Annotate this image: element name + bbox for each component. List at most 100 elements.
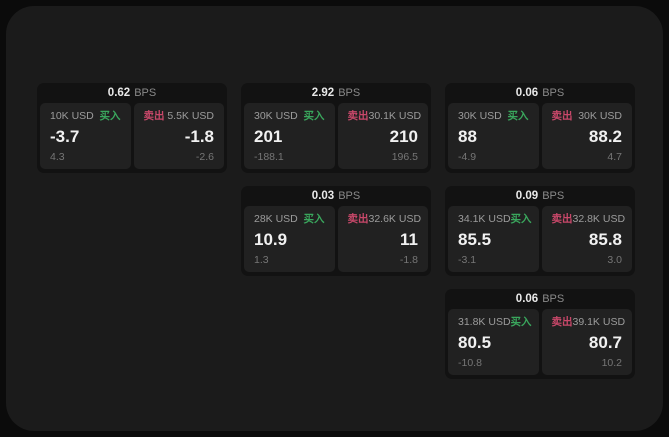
buy-amount: 28K USD bbox=[254, 213, 298, 225]
buy-quote-top: 28K USD 买入 bbox=[254, 213, 325, 225]
buy-sub-value: 1.3 bbox=[254, 254, 269, 266]
sell-sub-value: 4.7 bbox=[607, 151, 622, 163]
card-body: 31.8K USD 买入 80.5 -10.8 卖出 39.1K USD 80.… bbox=[445, 309, 635, 379]
card-header: 0.06 BPS bbox=[445, 83, 635, 103]
buy-side-label: 买入 bbox=[303, 213, 325, 225]
buy-price: 85.5 bbox=[458, 230, 492, 249]
buy-price: 80.5 bbox=[458, 333, 492, 352]
buy-side-label: 买入 bbox=[510, 213, 532, 225]
sell-price: -1.8 bbox=[184, 127, 214, 146]
card-header: 0.62 BPS bbox=[37, 83, 227, 103]
card-header: 0.06 BPS bbox=[445, 289, 635, 309]
sell-sub-value: 10.2 bbox=[601, 357, 622, 369]
sell-side-label: 卖出 bbox=[551, 213, 573, 225]
quote-card: 0.62 BPS 10K USD 买入 -3.7 4.3 卖出 5.5K USD bbox=[37, 83, 227, 173]
sell-sub-value: 3.0 bbox=[607, 254, 622, 266]
buy-quote-top: 34.1K USD 买入 bbox=[458, 213, 532, 225]
sell-quote-panel[interactable]: 卖出 30.1K USD 210 196.5 bbox=[337, 103, 428, 169]
sell-quote-panel[interactable]: 卖出 32.8K USD 85.8 3.0 bbox=[541, 206, 632, 272]
sell-sub-value: -2.6 bbox=[195, 151, 214, 163]
sell-quote-top: 卖出 30.1K USD bbox=[347, 110, 422, 122]
buy-price: 10.9 bbox=[254, 230, 288, 249]
sell-quote-panel[interactable]: 卖出 5.5K USD -1.8 -2.6 bbox=[133, 103, 224, 169]
buy-quote-top: 31.8K USD 买入 bbox=[458, 316, 532, 328]
buy-sub-value: -4.9 bbox=[458, 151, 477, 163]
bps-unit: BPS bbox=[338, 190, 361, 202]
sell-quote-top: 卖出 5.5K USD bbox=[144, 110, 215, 122]
sell-side-label: 卖出 bbox=[551, 110, 573, 122]
quote-card: 0.06 BPS 30K USD 买入 88 -4.9 卖出 30K USD bbox=[445, 83, 635, 173]
card-body: 30K USD 买入 201 -188.1 卖出 30.1K USD 210 1… bbox=[241, 103, 431, 173]
card-header: 0.09 BPS bbox=[445, 186, 635, 206]
quote-card: 0.09 BPS 34.1K USD 买入 85.5 -3.1 卖出 32.8K… bbox=[445, 186, 635, 276]
card-body: 30K USD 买入 88 -4.9 卖出 30K USD 88.2 4.7 bbox=[445, 103, 635, 173]
bps-unit: BPS bbox=[542, 87, 565, 99]
sell-side-label: 卖出 bbox=[143, 110, 165, 122]
buy-side-label: 买入 bbox=[99, 110, 121, 122]
buy-amount: 30K USD bbox=[458, 110, 502, 122]
sell-sub-value: -1.8 bbox=[399, 254, 418, 266]
main-panel: 0.62 BPS 10K USD 买入 -3.7 4.3 卖出 5.5K USD bbox=[6, 6, 663, 431]
buy-amount: 31.8K USD bbox=[458, 316, 511, 328]
quote-card: 0.03 BPS 28K USD 买入 10.9 1.3 卖出 32.6K US… bbox=[241, 186, 431, 276]
buy-amount: 34.1K USD bbox=[458, 213, 511, 225]
sell-quote-top: 卖出 32.6K USD bbox=[347, 213, 422, 225]
buy-quote-panel[interactable]: 34.1K USD 买入 85.5 -3.1 bbox=[448, 206, 539, 272]
sell-amount: 5.5K USD bbox=[167, 110, 214, 122]
buy-side-label: 买入 bbox=[510, 316, 532, 328]
buy-sub-value: 4.3 bbox=[50, 151, 65, 163]
sell-quote-top: 卖出 30K USD bbox=[552, 110, 623, 122]
sell-amount: 30.1K USD bbox=[368, 110, 422, 122]
sell-side-label: 卖出 bbox=[551, 316, 573, 328]
sell-price: 11 bbox=[400, 230, 418, 249]
buy-quote-panel[interactable]: 10K USD 买入 -3.7 4.3 bbox=[40, 103, 131, 169]
bps-unit: BPS bbox=[338, 87, 361, 99]
sell-amount: 32.6K USD bbox=[368, 213, 422, 225]
buy-quote-panel[interactable]: 30K USD 买入 201 -188.1 bbox=[244, 103, 335, 169]
card-body: 28K USD 买入 10.9 1.3 卖出 32.6K USD 11 -1.8 bbox=[241, 206, 431, 276]
sell-sub-value: 196.5 bbox=[391, 151, 418, 163]
card-header: 2.92 BPS bbox=[241, 83, 431, 103]
sell-price: 85.8 bbox=[588, 230, 622, 249]
sell-amount: 39.1K USD bbox=[572, 316, 626, 328]
buy-amount: 10K USD bbox=[50, 110, 94, 122]
sell-quote-top: 卖出 39.1K USD bbox=[551, 316, 626, 328]
sell-quote-top: 卖出 32.8K USD bbox=[551, 213, 626, 225]
sell-amount: 32.8K USD bbox=[572, 213, 626, 225]
buy-quote-top: 10K USD 买入 bbox=[50, 110, 121, 122]
bps-unit: BPS bbox=[134, 87, 157, 99]
quote-card: 2.92 BPS 30K USD 买入 201 -188.1 卖出 30.1K … bbox=[241, 83, 431, 173]
buy-quote-panel[interactable]: 31.8K USD 买入 80.5 -10.8 bbox=[448, 309, 539, 375]
bps-unit: BPS bbox=[542, 293, 565, 305]
bps-unit: BPS bbox=[542, 190, 565, 202]
sell-price: 210 bbox=[389, 127, 418, 146]
quote-card-grid: 0.62 BPS 10K USD 买入 -3.7 4.3 卖出 5.5K USD bbox=[37, 83, 635, 379]
sell-side-label: 卖出 bbox=[347, 213, 369, 225]
buy-side-label: 买入 bbox=[303, 110, 325, 122]
bps-value: 2.92 bbox=[311, 87, 335, 99]
sell-side-label: 卖出 bbox=[347, 110, 369, 122]
quote-card: 0.06 BPS 31.8K USD 买入 80.5 -10.8 卖出 39.1… bbox=[445, 289, 635, 379]
sell-quote-panel[interactable]: 卖出 30K USD 88.2 4.7 bbox=[541, 103, 632, 169]
buy-sub-value: -188.1 bbox=[254, 151, 284, 163]
buy-side-label: 买入 bbox=[507, 110, 529, 122]
buy-quote-panel[interactable]: 28K USD 买入 10.9 1.3 bbox=[244, 206, 335, 272]
card-header: 0.03 BPS bbox=[241, 186, 431, 206]
bps-value: 0.03 bbox=[311, 190, 335, 202]
sell-quote-panel[interactable]: 卖出 39.1K USD 80.7 10.2 bbox=[541, 309, 632, 375]
sell-price: 80.7 bbox=[588, 333, 622, 352]
sell-quote-panel[interactable]: 卖出 32.6K USD 11 -1.8 bbox=[337, 206, 428, 272]
buy-price: 201 bbox=[254, 127, 283, 146]
buy-quote-top: 30K USD 买入 bbox=[254, 110, 325, 122]
bps-value: 0.06 bbox=[515, 293, 539, 305]
sell-amount: 30K USD bbox=[578, 110, 622, 122]
sell-price: 88.2 bbox=[588, 127, 622, 146]
bps-value: 0.09 bbox=[515, 190, 539, 202]
buy-price: 88 bbox=[458, 127, 477, 146]
bps-value: 0.06 bbox=[515, 87, 539, 99]
bps-value: 0.62 bbox=[107, 87, 131, 99]
buy-amount: 30K USD bbox=[254, 110, 298, 122]
card-body: 34.1K USD 买入 85.5 -3.1 卖出 32.8K USD 85.8… bbox=[445, 206, 635, 276]
buy-quote-panel[interactable]: 30K USD 买入 88 -4.9 bbox=[448, 103, 539, 169]
card-body: 10K USD 买入 -3.7 4.3 卖出 5.5K USD -1.8 -2.… bbox=[37, 103, 227, 173]
